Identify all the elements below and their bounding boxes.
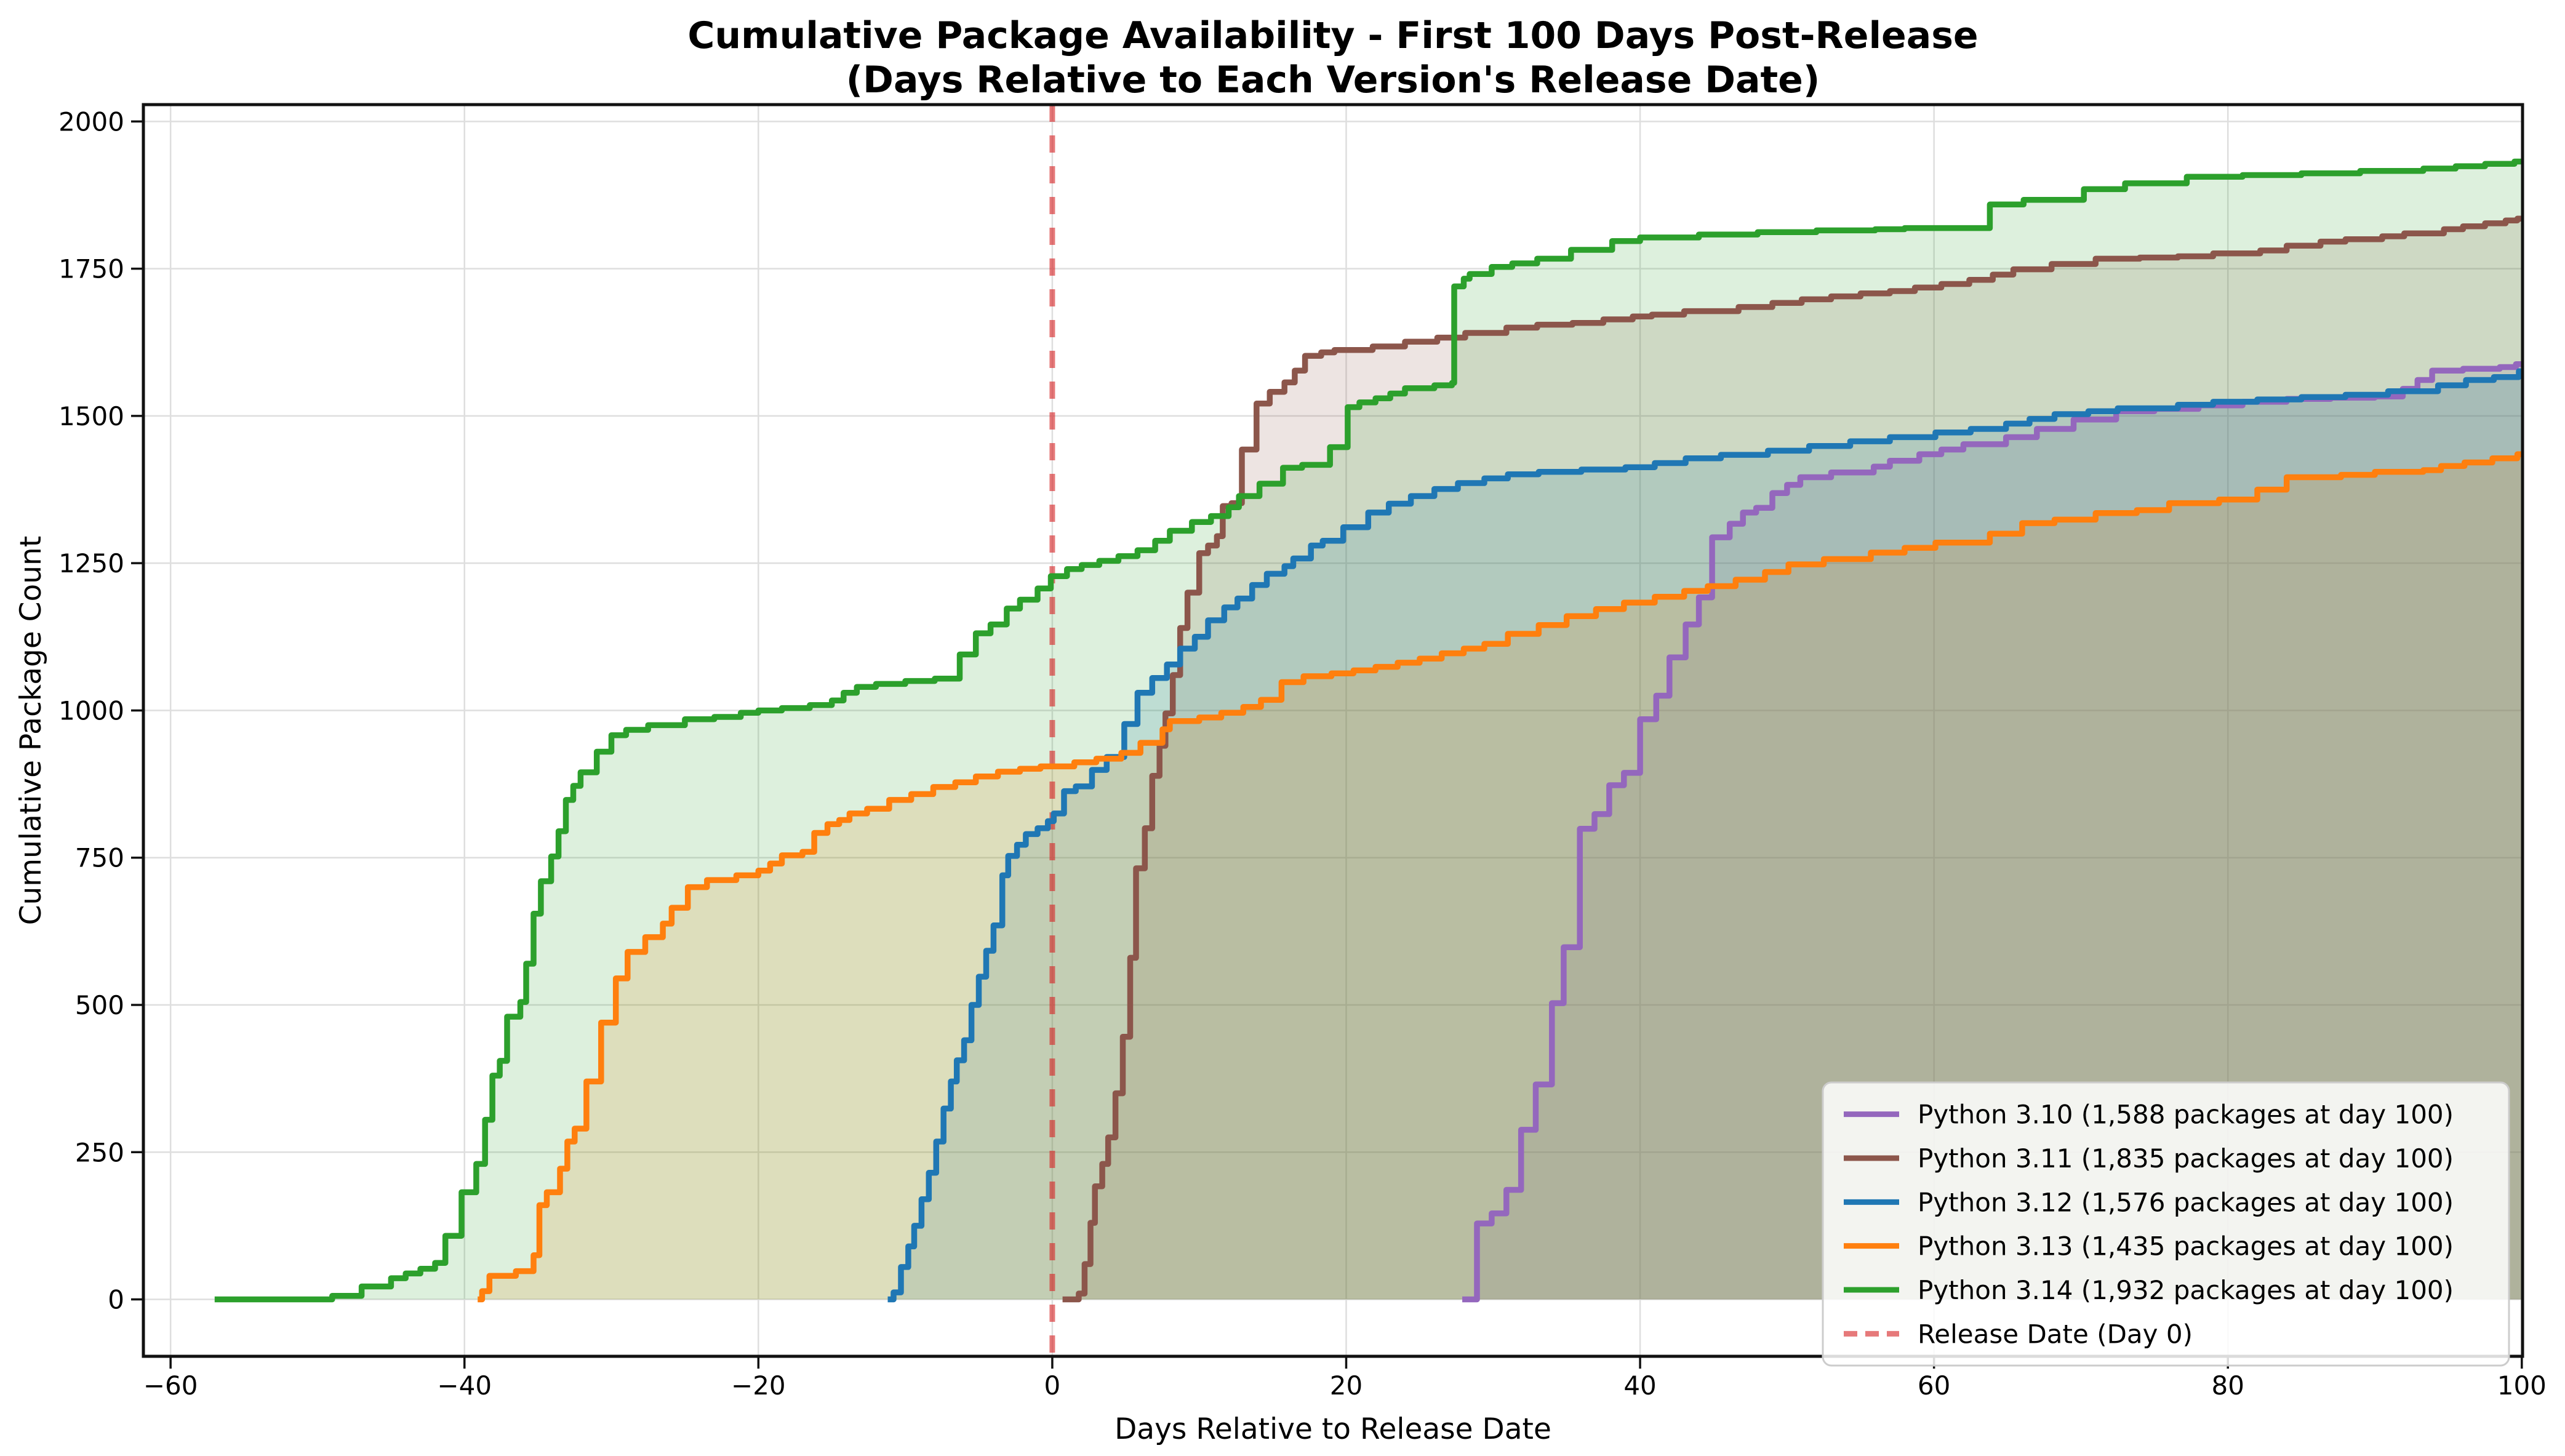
- tick-label-y-1750: 1750: [58, 254, 124, 284]
- legend-label-release-date: Release Date (Day 0): [1918, 1319, 2193, 1349]
- tick-label-x-0: 0: [1044, 1370, 1061, 1401]
- legend-label-python-3-11: Python 3.11 (1,835 packages at day 100): [1918, 1143, 2454, 1174]
- gridlines: [143, 105, 2523, 1356]
- tick-label-y-500: 500: [75, 990, 124, 1020]
- area-fill-python-3-12: [887, 371, 2523, 1300]
- chart-title-line1: Cumulative Package Availability - First …: [687, 14, 1978, 57]
- tick-label-x-80: 80: [2212, 1370, 2244, 1401]
- series-lines: [214, 158, 2523, 1303]
- tick-label-y-1250: 1250: [58, 548, 124, 578]
- area-fill-python-3-10: [1462, 364, 2523, 1300]
- tick-label-y-2000: 2000: [58, 106, 124, 137]
- chart-title-line2: (Days Relative to Each Version's Release…: [846, 58, 1820, 102]
- legend-label-python-3-12: Python 3.12 (1,576 packages at day 100): [1918, 1187, 2454, 1217]
- tick-label-x--40: −40: [437, 1370, 492, 1401]
- tick-label-x--20: −20: [731, 1370, 786, 1401]
- tick-label-y-0: 0: [108, 1285, 124, 1315]
- legend-box: [1822, 1081, 2510, 1367]
- legend-label-python-3-14: Python 3.14 (1,932 packages at day 100): [1918, 1275, 2454, 1305]
- line-python-3-14: [214, 158, 2523, 1303]
- tick-label-y-250: 250: [75, 1137, 124, 1167]
- tick-labels: −60 −40 −20 0 20 40 60 80 1000250500750100012501…: [58, 106, 2547, 1401]
- x-axis-label: Days Relative to Release Date: [1114, 1412, 1551, 1446]
- tick-label-x-40: 40: [1623, 1370, 1656, 1401]
- tick-label-y-750: 750: [75, 843, 124, 873]
- tick-label-y-1000: 1000: [58, 695, 124, 726]
- line-python-3-11: [1062, 215, 2523, 1303]
- tick-label-y-1500: 1500: [58, 401, 124, 431]
- y-axis-label: Cumulative Package Count: [14, 536, 48, 926]
- legend-label-python-3-13: Python 3.13 (1,435 packages at day 100): [1918, 1231, 2454, 1262]
- tick-label-x-100: 100: [2497, 1370, 2547, 1401]
- line-python-3-13: [478, 451, 2523, 1303]
- tick-label-x-20: 20: [1330, 1370, 1363, 1401]
- legend-label-python-3-10: Python 3.10 (1,588 packages at day 100): [1918, 1100, 2454, 1130]
- legend: Python 3.10 (1,588 packages at day 100) P…: [1822, 1081, 2510, 1367]
- tick-label-x-60: 60: [1918, 1370, 1950, 1401]
- line-python-3-12: [887, 368, 2523, 1303]
- area-fill-python-3-14: [214, 161, 2523, 1300]
- tick-label-x--60: −60: [143, 1370, 198, 1401]
- area-fill-python-3-11: [1062, 218, 2523, 1300]
- plot-border: [142, 103, 2524, 1358]
